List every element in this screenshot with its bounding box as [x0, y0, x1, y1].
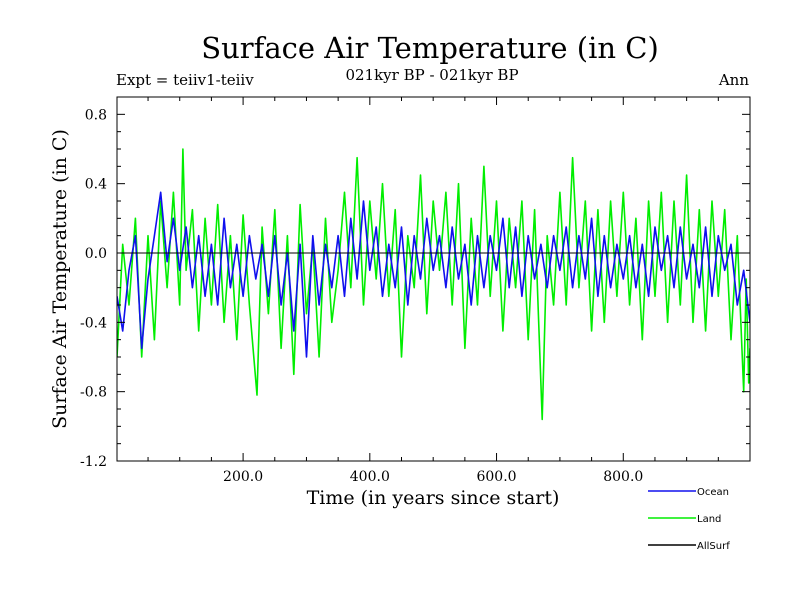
- y-tick-label: -0.4: [80, 315, 107, 331]
- series-layer: [117, 148, 750, 421]
- x-axis: 200.0 400.0 600.0 800.0: [147, 97, 719, 485]
- y-tick-label: -0.8: [80, 385, 107, 401]
- x-axis-label: Time (in years since start): [307, 487, 560, 509]
- plot-frame: [116, 96, 751, 462]
- y-axis: 0.8 0.4 0.0 -0.4 -0.8 -1.2: [80, 96, 750, 470]
- y-tick-label: 0.8: [85, 107, 107, 123]
- y-tick-label: 0.0: [85, 246, 107, 262]
- experiment-label: Expt = teiiv1-teiiv: [116, 71, 254, 89]
- x-tick-label: 600.0: [476, 469, 516, 485]
- chart-title: Surface Air Temperature (in C): [201, 31, 659, 65]
- x-tick-label: 200.0: [223, 469, 263, 485]
- legend-label-allsurf: AllSurf: [697, 541, 730, 552]
- legend-label-land: Land: [697, 514, 721, 525]
- legend-label-ocean: Ocean: [697, 487, 729, 498]
- y-tick-label: 0.4: [85, 177, 107, 193]
- series-line-ocean: [117, 191, 750, 358]
- legend: Ocean Land AllSurf: [648, 487, 730, 552]
- y-axis-label: Surface Air Temperature (in C): [49, 129, 71, 429]
- season-label: Ann: [718, 71, 749, 89]
- x-tick-label: 800.0: [603, 469, 643, 485]
- y-tick-label: -1.2: [80, 454, 107, 470]
- x-tick-label: 400.0: [350, 469, 390, 485]
- chart-subtitle: 021kyr BP - 021kyr BP: [345, 66, 518, 84]
- series-line-land: [117, 148, 750, 421]
